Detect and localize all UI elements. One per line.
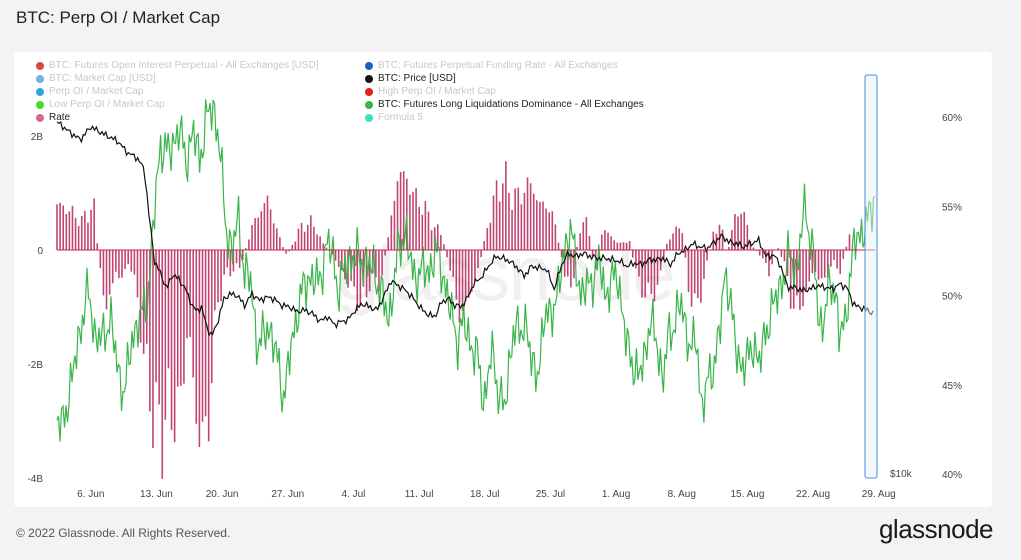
- legend-item-label: BTC: Futures Open Interest Perpetual - A…: [49, 60, 319, 71]
- legend-dot-icon: [365, 113, 373, 122]
- left-axis-tick-label: -4B: [27, 474, 43, 485]
- legend-item-price[interactable]: BTC: Price [USD]: [365, 73, 456, 84]
- legend-dot-icon: [36, 87, 44, 96]
- range-selection-handle[interactable]: [864, 74, 878, 479]
- x-axis-tick-label: 1. Aug: [602, 489, 630, 500]
- x-axis: 6. Jun 13. Jun 20. Jun 27. Jun 4. Jul 11. Jul…: [77, 489, 896, 500]
- legend-item-market-cap[interactable]: BTC: Market Cap [USD]: [36, 73, 156, 84]
- legend-item-long-liquidations-dominance[interactable]: BTC: Futures Long Liquidations Dominance…: [365, 99, 644, 110]
- left-axis-tick-label: 0: [37, 246, 43, 257]
- left-axis-tick-label: 2B: [31, 132, 44, 143]
- x-axis-tick-label: 29. Aug: [862, 489, 896, 500]
- x-axis-tick-label: 22. Aug: [796, 489, 830, 500]
- long-liquidations-series: [56, 99, 876, 442]
- right-axis-tick-label: 45%: [942, 381, 962, 392]
- x-axis-tick-label: 27. Jun: [271, 489, 304, 500]
- legend-item-label: BTC: Futures Perpetual Funding Rate - Al…: [378, 60, 618, 71]
- x-axis-tick-label: 13. Jun: [140, 489, 173, 500]
- right-axis-tick-label: 50%: [942, 292, 962, 303]
- legend-item-label: BTC: Futures Long Liquidations Dominance…: [378, 99, 644, 110]
- legend-item-formula-5[interactable]: Formula 5: [365, 112, 423, 123]
- legend-item-label: High Perp OI / Market Cap: [378, 86, 496, 97]
- legend-item-perp-oi-market-cap[interactable]: Perp OI / Market Cap: [36, 86, 143, 97]
- legend-item-label: BTC: Price [USD]: [378, 73, 456, 84]
- right-y-axis: 60% 55% 50% 45% 40%: [942, 113, 962, 481]
- x-axis-tick-label: 18. Jul: [470, 489, 499, 500]
- x-axis-tick-label: 20. Jun: [206, 489, 239, 500]
- glassnode-logo: glassnode: [878, 514, 994, 544]
- legend-item-perp-open-interest[interactable]: BTC: Futures Open Interest Perpetual - A…: [36, 60, 319, 71]
- left-y-axis: 2B 0 -2B -4B: [27, 132, 43, 485]
- legend-item-label: BTC: Market Cap [USD]: [49, 73, 156, 84]
- legend-item-funding-rate[interactable]: BTC: Futures Perpetual Funding Rate - Al…: [365, 60, 618, 71]
- x-axis-tick-label: 11. Jul: [405, 489, 434, 500]
- x-axis-tick-label: 15. Aug: [730, 489, 764, 500]
- legend-item-label: Low Perp OI / Market Cap: [49, 99, 165, 110]
- legend-item-high-perp-oi[interactable]: High Perp OI / Market Cap: [365, 86, 496, 97]
- x-axis-tick-label: 6. Jun: [77, 489, 104, 500]
- legend-item-label: Rate: [49, 112, 71, 123]
- left-axis-tick-label: -2B: [27, 360, 43, 371]
- watermark-logo: glassnode: [336, 229, 674, 317]
- legend-dot-icon: [36, 113, 44, 122]
- right-axis-tick-label: 40%: [942, 470, 962, 481]
- legend-item-label: Formula 5: [378, 112, 424, 123]
- legend-dot-icon: [365, 87, 373, 96]
- price-axis-label: $10k: [890, 469, 913, 480]
- legend-item-label: Perp OI / Market Cap: [49, 86, 144, 97]
- x-axis-tick-label: 25. Jul: [536, 489, 565, 500]
- x-axis-tick-label: 8. Aug: [668, 489, 696, 500]
- page-title: BTC: Perp OI / Market Cap: [16, 8, 221, 27]
- chart-legend: BTC: Futures Open Interest Perpetual - A…: [36, 60, 756, 130]
- footer-copyright: © 2022 Glassnode. All Rights Reserved.: [16, 526, 231, 540]
- long-liquidations-line: [56, 99, 876, 442]
- x-axis-tick-label: 4. Jul: [341, 489, 365, 500]
- right-axis-tick-label: 55%: [942, 202, 962, 213]
- legend-dot-icon: [36, 100, 44, 109]
- legend-dot-icon: [365, 61, 373, 70]
- price-series: [56, 121, 874, 337]
- legend-dot-icon: [365, 100, 373, 109]
- legend-dot-icon: [36, 61, 44, 70]
- legend-dot-icon: [365, 74, 373, 83]
- legend-item-low-perp-oi[interactable]: Low Perp OI / Market Cap: [36, 99, 165, 110]
- legend-dot-icon: [36, 74, 44, 83]
- legend-item-rate[interactable]: Rate: [36, 112, 70, 123]
- price-line: [56, 121, 874, 337]
- right-axis-tick-label: 60%: [942, 113, 962, 124]
